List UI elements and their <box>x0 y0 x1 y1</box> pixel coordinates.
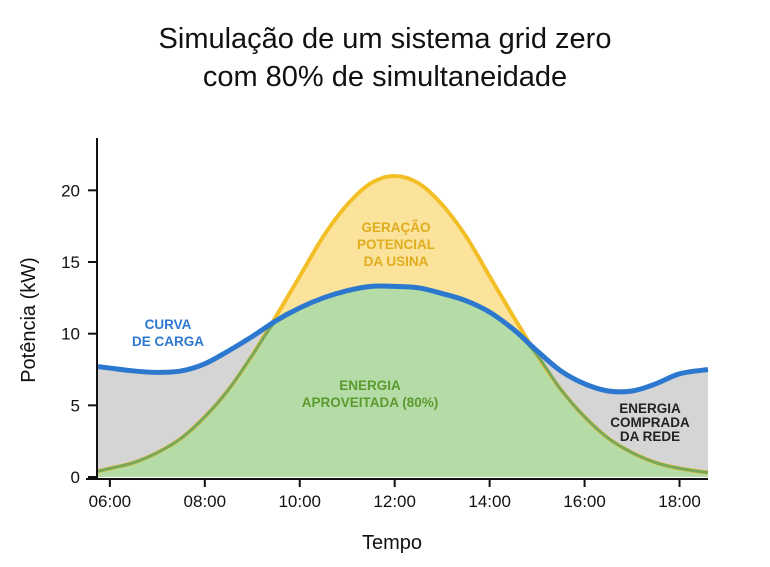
annotation-grid: DA REDE <box>620 429 680 444</box>
y-tick-label: 20 <box>61 181 80 200</box>
annotation-load: CURVA <box>145 317 192 332</box>
annotation-used: APROVEITADA (80%) <box>302 395 439 410</box>
annotation-grid: COMPRADA <box>610 415 690 430</box>
annotation-generation: GERAÇÃO <box>361 220 430 235</box>
x-tick-label: 14:00 <box>468 492 511 511</box>
y-tick-label: 5 <box>71 396 80 415</box>
x-tick-label: 12:00 <box>373 492 416 511</box>
annotation-used: ENERGIA <box>339 378 401 393</box>
annotation-generation: POTENCIAL <box>357 237 435 252</box>
y-tick-label: 0 <box>71 468 80 487</box>
load-curve-line <box>97 283 709 395</box>
chart-title-line1: Simulação de um sistema grid zero <box>158 23 612 55</box>
y-axis-label: Potência (kW) <box>18 257 40 383</box>
x-tick-label: 10:00 <box>278 492 321 511</box>
annotation-load: DE CARGA <box>132 334 204 349</box>
used-energy-area <box>98 285 708 477</box>
y-tick-label: 15 <box>61 253 80 272</box>
x-tick-label: 16:00 <box>563 492 606 511</box>
chart-title: Simulação de um sistema grid zero com 80… <box>0 20 770 96</box>
x-tick-label: 06:00 <box>89 492 132 511</box>
x-axis-label: Tempo <box>362 532 422 554</box>
annotation-generation: DA USINA <box>364 254 429 269</box>
chart-title-line2: com 80% de simultaneidade <box>202 61 568 93</box>
x-tick-label: 08:00 <box>184 492 227 511</box>
y-tick-label: 10 <box>61 325 80 344</box>
annotation-grid: ENERGIA <box>619 401 681 416</box>
x-tick-label: 18:00 <box>658 492 701 511</box>
